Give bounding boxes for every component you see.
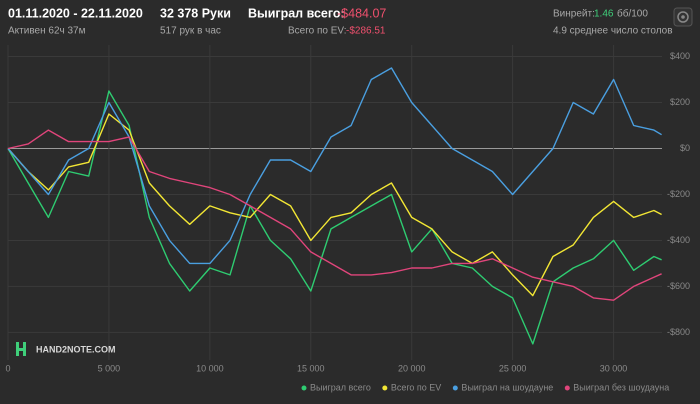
series-line bbox=[7, 129, 662, 301]
hands-per-hour: 517 рук в час bbox=[160, 26, 221, 37]
series-line bbox=[7, 67, 662, 265]
y-tick-label: $200 bbox=[670, 97, 690, 107]
y-tick-label: -$400 bbox=[667, 235, 690, 245]
legend-marker bbox=[382, 385, 388, 391]
settings-icon[interactable] bbox=[673, 7, 693, 27]
active-time: Активен 62ч 37м bbox=[8, 26, 86, 37]
x-tick-label: 30 000 bbox=[600, 363, 628, 373]
x-tick-label: 0 bbox=[5, 363, 10, 373]
won-value: -$484.07 bbox=[337, 6, 386, 20]
legend-marker bbox=[301, 385, 307, 391]
ev-label: Всего по EV: bbox=[288, 26, 347, 37]
x-tick-label: 5 000 bbox=[98, 363, 121, 373]
y-tick-label: -$800 bbox=[667, 327, 690, 337]
watermark: HAND2NOTE.COM bbox=[36, 344, 116, 354]
y-tick-label: -$600 bbox=[667, 281, 690, 291]
winrate-unit: бб/100 bbox=[617, 8, 648, 20]
tables: 4.9 среднее число столов bbox=[553, 26, 673, 37]
series-line bbox=[7, 90, 662, 345]
legend-marker bbox=[452, 385, 458, 391]
won-label: Выиграл всего: bbox=[248, 6, 345, 20]
winrate-label: Винрейт: bbox=[553, 9, 595, 20]
legend-label: Всего по EV bbox=[391, 382, 441, 392]
winrate-value: 1.46 bbox=[594, 9, 614, 20]
x-tick-label: 10 000 bbox=[196, 363, 224, 373]
x-tick-label: 20 000 bbox=[398, 363, 426, 373]
hands: 32 378 Руки bbox=[160, 6, 231, 20]
y-tick-label: -$200 bbox=[667, 189, 690, 199]
y-tick-label: $0 bbox=[680, 143, 690, 153]
x-tick-label: 25 000 bbox=[499, 363, 527, 373]
legend-marker bbox=[564, 385, 570, 391]
legend-label: Выиграл на шоудауне bbox=[461, 382, 553, 392]
legend-label: Выиграл всего bbox=[310, 382, 371, 392]
y-tick-label: $400 bbox=[670, 51, 690, 61]
series-line bbox=[7, 113, 662, 297]
logo bbox=[16, 342, 26, 356]
legend-label: Выиграл без шоудауна bbox=[573, 382, 669, 392]
date-range: 01.11.2020 - 22.11.2020 bbox=[8, 6, 143, 20]
ev-value: -$286.51 bbox=[346, 26, 386, 37]
x-tick-label: 15 000 bbox=[297, 363, 325, 373]
